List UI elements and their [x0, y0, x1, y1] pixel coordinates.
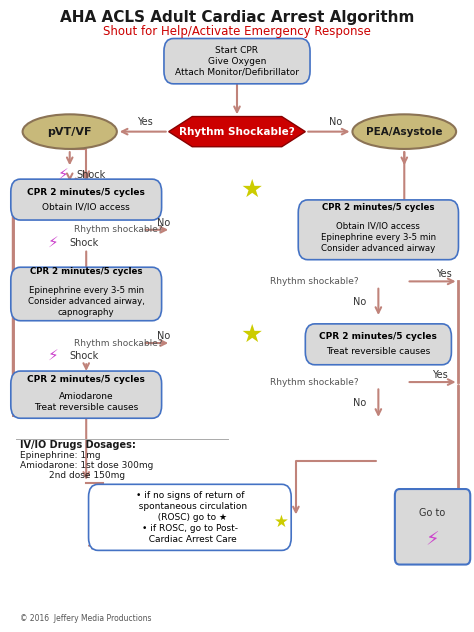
Text: Epinephrine every 3-5 min
Consider advanced airway,
capnography: Epinephrine every 3-5 min Consider advan… — [28, 286, 145, 317]
Text: Rhythm shockable?: Rhythm shockable? — [270, 277, 359, 286]
Text: AHA ACLS Adult Cardiac Arrest Algorithm: AHA ACLS Adult Cardiac Arrest Algorithm — [60, 9, 414, 25]
Text: Rhythm shockable?: Rhythm shockable? — [74, 339, 163, 348]
Text: No: No — [353, 297, 366, 307]
Text: • if no signs of return of
  spontaneous circulation
  (ROSC) go to ★
• if ROSC,: • if no signs of return of spontaneous c… — [133, 490, 247, 544]
Text: CPR 2 minutes/5 cycles: CPR 2 minutes/5 cycles — [27, 188, 145, 197]
FancyBboxPatch shape — [298, 200, 458, 260]
Text: ★: ★ — [240, 178, 262, 202]
Text: No: No — [157, 218, 171, 228]
Text: IV/IO Drugs Dosages:: IV/IO Drugs Dosages: — [20, 440, 136, 450]
Text: Treat reversible causes: Treat reversible causes — [326, 348, 430, 356]
Text: Shout for Help/Activate Emergency Response: Shout for Help/Activate Emergency Respon… — [103, 25, 371, 38]
Text: No: No — [329, 117, 343, 127]
Text: Yes: Yes — [137, 117, 153, 127]
Text: ⚡: ⚡ — [48, 348, 59, 363]
Text: ★: ★ — [274, 513, 289, 532]
Text: Yes: Yes — [437, 269, 452, 279]
Text: PEA/Asystole: PEA/Asystole — [366, 126, 443, 137]
Text: Amiodarone
Treat reversible causes: Amiodarone Treat reversible causes — [34, 392, 138, 412]
Text: CPR 2 minutes/5 cycles: CPR 2 minutes/5 cycles — [319, 332, 438, 341]
Ellipse shape — [353, 114, 456, 149]
Text: © 2016  Jeffery Media Productions: © 2016 Jeffery Media Productions — [20, 614, 152, 623]
Text: 2nd dose 150mg: 2nd dose 150mg — [48, 471, 125, 480]
Text: Go to: Go to — [419, 508, 446, 518]
FancyBboxPatch shape — [164, 39, 310, 84]
Text: CPR 2 minutes/5 cycles: CPR 2 minutes/5 cycles — [30, 267, 143, 276]
FancyBboxPatch shape — [395, 489, 470, 564]
Text: CPR 2 minutes/5 cycles: CPR 2 minutes/5 cycles — [27, 375, 145, 384]
Text: No: No — [157, 331, 171, 341]
Polygon shape — [169, 116, 305, 147]
Text: Yes: Yes — [432, 370, 447, 380]
Text: Rhythm shockable?: Rhythm shockable? — [74, 225, 163, 234]
Text: Shock: Shock — [69, 238, 99, 248]
Text: ⚡: ⚡ — [57, 167, 68, 182]
FancyBboxPatch shape — [11, 371, 162, 418]
Text: Amiodarone: 1st dose 300mg: Amiodarone: 1st dose 300mg — [20, 461, 154, 470]
Text: Shock: Shock — [69, 351, 99, 362]
Text: Epinephrine: 1mg: Epinephrine: 1mg — [20, 451, 101, 460]
Text: ⚡: ⚡ — [48, 235, 59, 250]
FancyBboxPatch shape — [89, 484, 291, 550]
Text: Obtain IV/IO access: Obtain IV/IO access — [42, 203, 130, 212]
Ellipse shape — [23, 114, 117, 149]
FancyBboxPatch shape — [305, 324, 451, 365]
Text: Obtain IV/IO access
Epinephrine every 3-5 min
Consider advanced airway: Obtain IV/IO access Epinephrine every 3-… — [321, 222, 436, 253]
Text: ★: ★ — [240, 323, 262, 347]
Text: Shock: Shock — [76, 170, 106, 180]
Text: No: No — [353, 398, 366, 408]
Text: Rhythm Shockable?: Rhythm Shockable? — [179, 126, 295, 137]
Text: pVT/VF: pVT/VF — [47, 126, 92, 137]
Text: Start CPR
Give Oxygen
Attach Monitor/Defibrillator: Start CPR Give Oxygen Attach Monitor/Def… — [175, 46, 299, 76]
Text: Rhythm shockable?: Rhythm shockable? — [270, 377, 359, 387]
Text: CPR 2 minutes/5 cycles: CPR 2 minutes/5 cycles — [322, 203, 435, 212]
FancyBboxPatch shape — [11, 267, 162, 320]
Text: ⚡: ⚡ — [426, 530, 439, 549]
FancyBboxPatch shape — [11, 179, 162, 220]
